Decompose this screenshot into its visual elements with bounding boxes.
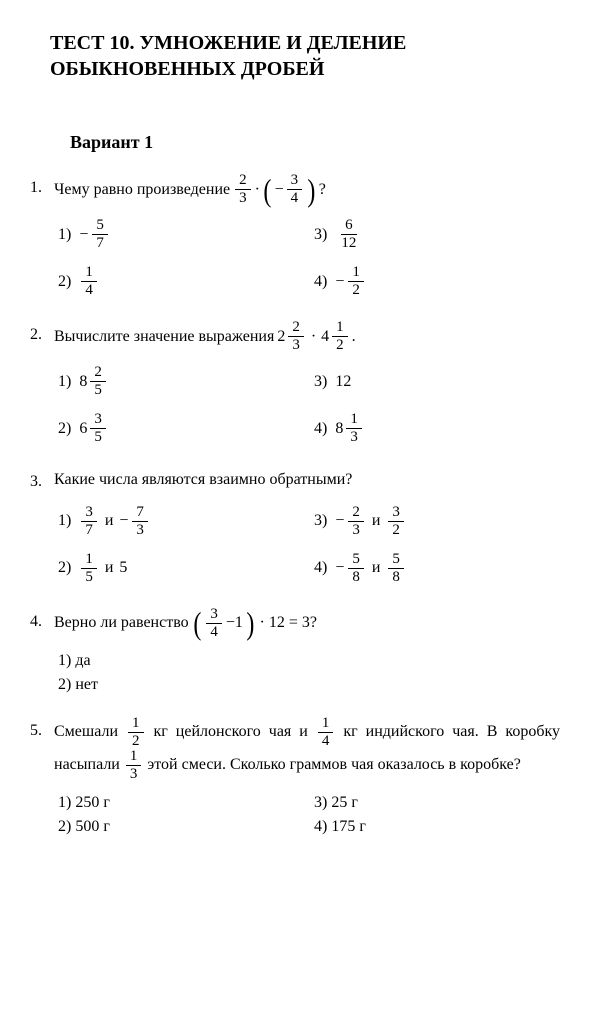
question-2: 2. Вычислите значение выражения 2 23 · 4… [30,320,560,445]
q3-option-4: 4) − 58 и 58 [314,552,560,585]
q5-options: 1) 250 г 3) 25 г 2) 500 г 4) 175 г [30,794,560,836]
question-5: 5. Смешали 12 кг цейлонского чая и 14 кг… [30,716,560,836]
q2-option-1: 1) 8 25 [58,365,304,398]
q4-number: 4. [30,607,54,631]
q1-option-4: 4) − 12 [314,265,560,298]
q5-option-3: 3) 25 г [314,794,560,812]
q3-number: 3. [30,467,54,491]
q2-text: Вычислите значение выражения 2 23 · 4 12… [54,320,560,353]
q1-option-3: 3) 612 [314,218,560,251]
title-line-1: ТЕСТ 10. УМНОЖЕНИЕ И ДЕЛЕНИЕ [50,32,406,54]
q1-option-2: 2) 14 [58,265,304,298]
fraction: 3 4 [287,173,303,206]
q4-text: Верно ли равенство ( 34 −1 ) · 12 = 3? [54,607,560,640]
question-3: 3. Какие числа являются взаимно обратным… [30,467,560,585]
fraction: 2 3 [235,173,251,206]
question-4: 4. Верно ли равенство ( 34 −1 ) · 12 = 3… [30,607,560,694]
q2-option-2: 2) 6 35 [58,412,304,445]
q5-option-1: 1) 250 г [58,794,304,812]
q2-option-3: 3) 12 [314,365,560,398]
q2-option-4: 4) 8 13 [314,412,560,445]
q3-options: 1) 37 и − 73 3) − 23 и 32 2) 15 и 5 4) −… [30,505,560,585]
q3-option-2: 2) 15 и 5 [58,552,304,585]
q2-number: 2. [30,320,54,344]
q1-text: Чему равно произведение 2 3 · ( − 3 4 ) … [54,173,560,206]
test-title: ТЕСТ 10. УМНОЖЕНИЕ И ДЕЛЕНИЕ ОБЫКНОВЕННЫ… [30,30,560,82]
q4-options: 1) да 2) нет [30,652,560,694]
q3-option-1: 1) 37 и − 73 [58,505,304,538]
q2-options: 1) 8 25 3) 12 2) 6 35 4) 8 13 [30,365,560,445]
q4-option-2: 2) нет [58,676,560,694]
q1-number: 1. [30,173,54,197]
q5-option-4: 4) 175 г [314,818,560,836]
q3-text: Какие числа являются взаимно обратными? [54,467,560,493]
q3-option-3: 3) − 23 и 32 [314,505,560,538]
question-1: 1. Чему равно произведение 2 3 · ( − 3 4… [30,173,560,298]
q4-option-1: 1) да [58,652,560,670]
q5-text: Смешали 12 кг цейлонского чая и 14 кг ин… [54,716,560,782]
q5-number: 5. [30,716,54,740]
variant-heading: Вариант 1 [30,132,560,153]
title-line-2: ОБЫКНОВЕННЫХ ДРОБЕЙ [50,58,324,80]
q5-option-2: 2) 500 г [58,818,304,836]
q1-options: 1) − 57 3) 612 2) 14 4) − 12 [30,218,560,298]
q1-option-1: 1) − 57 [58,218,304,251]
